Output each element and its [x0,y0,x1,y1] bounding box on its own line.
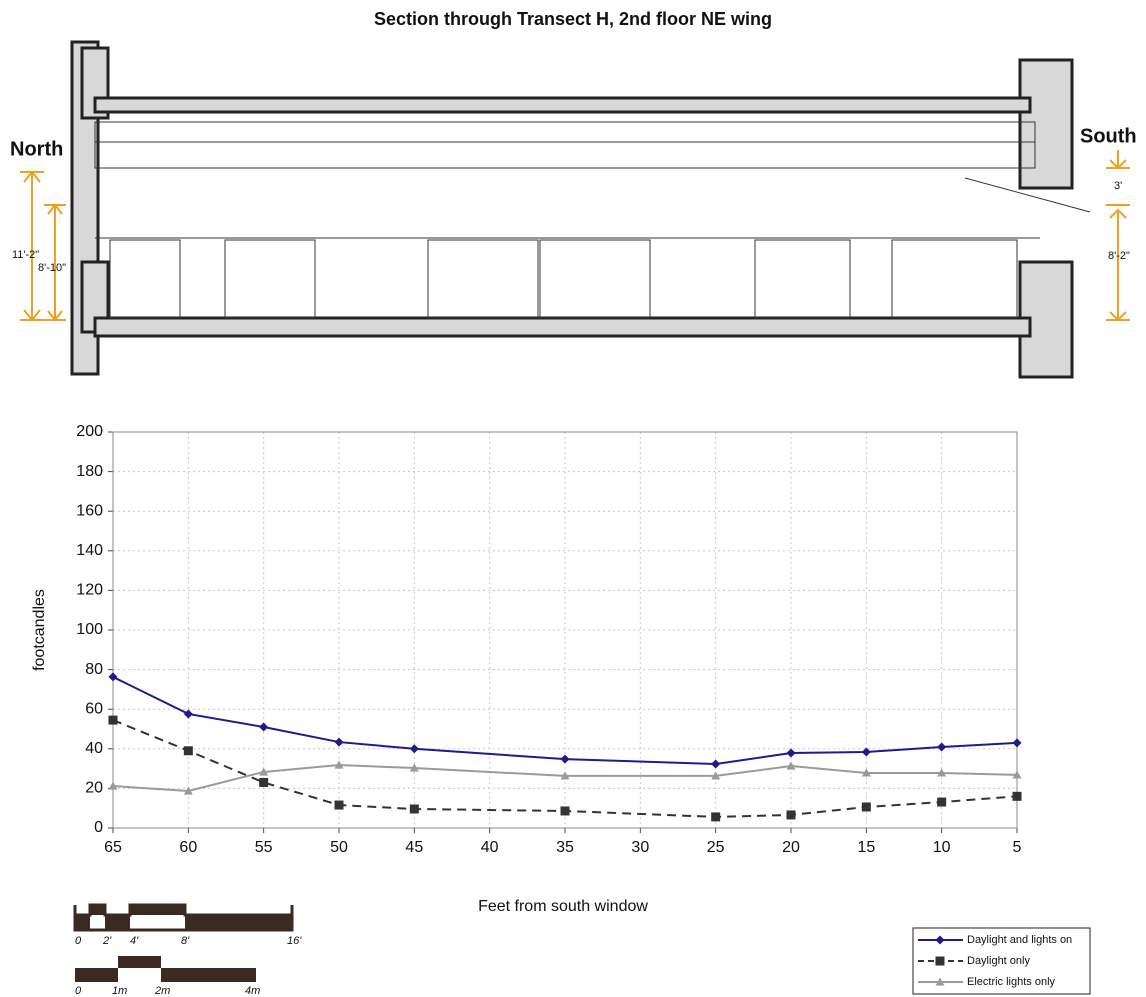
marker [560,806,570,816]
marker [409,763,419,772]
marker [711,771,721,780]
marker [259,722,269,732]
dimension-label: 8'-10" [38,262,66,274]
y-axis-label: footcandles [31,589,48,671]
dimension-label: 3' [1114,180,1122,192]
y-tick-label: 100 [76,621,103,638]
marker [560,771,570,780]
scale-label: 2m [154,985,170,997]
x-tick-label: 40 [481,839,499,856]
y-tick-label: 20 [85,780,103,797]
legend-label: Daylight and lights on [967,934,1072,946]
marker [937,742,947,752]
scale-bar: 0 2' 4' 8' 16' 0 1m 2m 4m [73,903,302,997]
x-tick-label: 65 [104,839,122,856]
y-tick-label: 40 [85,740,103,757]
marker [560,754,570,764]
chart-title: Section through Transect H, 2nd floor NE… [374,9,772,29]
marker [935,935,945,945]
scale-label: 2' [102,935,112,947]
marker [935,977,945,986]
series-line [112,676,1018,766]
marker [1012,770,1022,779]
y-tick-label: 180 [76,463,103,480]
x-axis-label: Feet from south window [478,898,648,915]
legend-label: Electric lights only [967,976,1056,988]
marker [334,760,344,769]
marker [108,715,118,725]
x-tick-label: 60 [179,839,197,856]
marker [409,804,419,814]
marker [786,810,796,820]
north-label: North [10,138,63,160]
scale-label: 0 [75,935,82,947]
x-tick-label: 45 [405,839,423,856]
marker [937,797,947,807]
y-tick-label: 120 [76,582,103,599]
marker [861,747,871,757]
scale-label: 1m [112,985,127,997]
marker [183,786,193,795]
marker [334,737,344,747]
x-tick-label: 15 [857,839,875,856]
marker [786,748,796,758]
scale-label: 16' [287,935,302,947]
marker [409,744,419,754]
y-tick-label: 160 [76,502,103,519]
x-tick-label: 50 [330,839,348,856]
y-tick-label: 80 [85,661,103,678]
scale-label: 0 [75,985,82,997]
scale-label: 4m [245,985,260,997]
marker [1012,791,1022,801]
marker [711,759,721,769]
marker [108,781,118,790]
y-tick-label: 140 [76,542,103,559]
marker [259,777,269,787]
marker [937,768,947,777]
marker [786,761,796,770]
marker [108,672,118,682]
x-tick-label: 10 [933,839,951,856]
dimension-label: 11'-2" [12,249,39,261]
x-tick-label: 20 [782,839,800,856]
y-tick-label: 0 [94,819,103,836]
x-tick-label: 35 [556,839,574,856]
scale-label: 4' [130,935,139,947]
x-tick-label: 55 [255,839,273,856]
marker [259,767,269,776]
marker [1012,738,1022,748]
dimension-label: 8'-2" [1108,250,1130,262]
marker [935,956,945,966]
south-label: South [1080,125,1137,147]
marker [861,802,871,812]
y-tick-label: 200 [76,423,103,440]
legend-label: Daylight only [967,955,1030,967]
scale-label: 8' [181,935,190,947]
x-tick-label: 5 [1013,839,1022,856]
marker [183,746,193,756]
plot-frame [112,431,1018,829]
section-drawing: North South 11'-2" 8'-10" 3' 8'-2" [10,40,1137,379]
marker [861,768,871,777]
marker [334,800,344,810]
x-tick-label: 25 [707,839,725,856]
y-tick-label: 60 [85,700,103,717]
x-tick-label: 30 [631,839,649,856]
marker [711,812,721,822]
marker [183,709,193,719]
